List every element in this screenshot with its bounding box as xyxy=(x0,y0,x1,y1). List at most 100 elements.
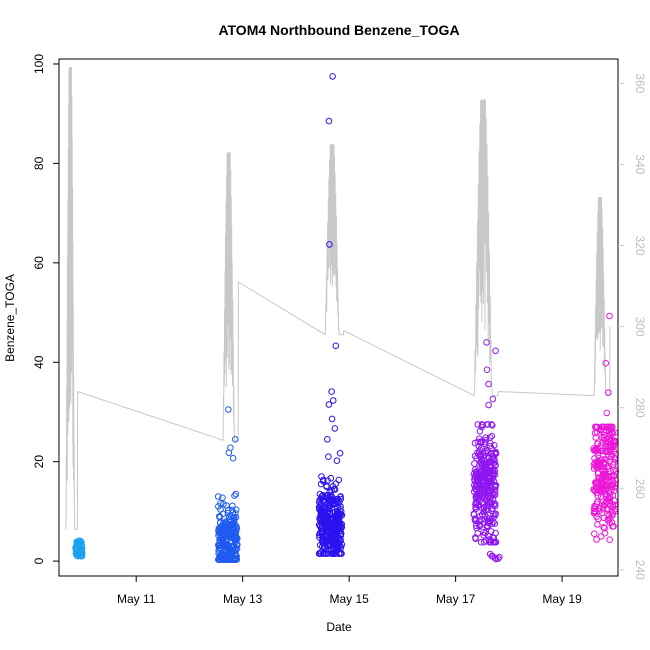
data-point xyxy=(490,510,497,518)
data-point xyxy=(485,401,492,409)
y-left-tick-label: 80 xyxy=(32,156,46,170)
data-point xyxy=(598,456,606,464)
data-point xyxy=(489,395,497,403)
data-point xyxy=(602,475,610,483)
data-point xyxy=(336,498,343,506)
data-point xyxy=(324,436,331,443)
data-point xyxy=(474,449,481,456)
data-point xyxy=(606,536,614,544)
data-point xyxy=(229,454,237,462)
data-point xyxy=(592,487,599,495)
data-point xyxy=(319,491,327,499)
data-point xyxy=(601,488,608,495)
data-point xyxy=(327,493,335,500)
data-point xyxy=(324,519,332,527)
data-point xyxy=(336,538,343,545)
data-point xyxy=(496,553,503,561)
data-point xyxy=(73,540,81,547)
data-point xyxy=(606,312,613,320)
data-point xyxy=(492,482,499,490)
data-point xyxy=(597,442,604,450)
data-point xyxy=(593,536,600,543)
data-point xyxy=(322,492,330,500)
x-tick-label: May 15 xyxy=(329,592,369,606)
data-point xyxy=(471,485,479,493)
data-point xyxy=(229,502,236,510)
data-point xyxy=(232,514,240,521)
data-point xyxy=(315,550,323,557)
data-point xyxy=(602,359,610,367)
y-left-tick-label: 100 xyxy=(32,54,46,74)
data-point xyxy=(228,528,235,536)
data-point xyxy=(608,486,615,494)
data-point xyxy=(605,512,613,519)
data-point xyxy=(484,493,492,501)
data-point xyxy=(327,501,334,509)
chart-title: ATOM4 Northbound Benzene_TOGA xyxy=(218,22,459,38)
data-point xyxy=(315,499,323,506)
data-point xyxy=(333,522,341,529)
data-point xyxy=(316,490,324,498)
data-point xyxy=(218,532,226,540)
data-point xyxy=(609,501,617,509)
data-point xyxy=(491,538,499,546)
data-point xyxy=(606,493,614,501)
data-point xyxy=(590,510,598,517)
data-point xyxy=(595,474,602,481)
data-point xyxy=(470,510,478,518)
data-point xyxy=(608,519,616,526)
data-point xyxy=(484,469,492,476)
data-point xyxy=(331,425,339,432)
y-right-tick-label: 280 xyxy=(633,398,647,418)
data-point xyxy=(323,513,331,520)
data-point xyxy=(610,441,618,449)
data-point xyxy=(594,470,602,477)
data-point xyxy=(325,453,332,461)
data-point xyxy=(602,498,610,506)
data-point xyxy=(487,528,495,535)
data-point xyxy=(611,497,618,505)
data-point xyxy=(328,497,335,504)
y-left-tick-label: 60 xyxy=(32,256,46,270)
x-tick-label: May 11 xyxy=(117,592,156,606)
data-point xyxy=(607,426,614,433)
data-point xyxy=(325,117,333,125)
data-point xyxy=(481,485,488,492)
x-tick-label: May 19 xyxy=(542,592,582,606)
data-point xyxy=(486,538,494,546)
data-point xyxy=(316,522,324,530)
data-point xyxy=(478,499,486,506)
data-point xyxy=(337,503,344,510)
data-point xyxy=(609,512,616,519)
data-point xyxy=(331,508,339,516)
data-point xyxy=(600,498,607,505)
data-point xyxy=(220,500,227,508)
data-point xyxy=(595,505,603,512)
data-point xyxy=(601,469,609,476)
data-point xyxy=(484,483,492,490)
data-point xyxy=(333,526,341,534)
data-point xyxy=(492,347,499,355)
data-point xyxy=(483,339,490,346)
data-point xyxy=(600,459,608,467)
data-point xyxy=(317,495,325,503)
data-point xyxy=(335,476,343,484)
data-point xyxy=(488,421,495,428)
data-point xyxy=(606,446,614,454)
data-point xyxy=(222,523,229,530)
data-point xyxy=(482,506,490,514)
data-point xyxy=(230,555,237,563)
data-point xyxy=(609,477,617,485)
data-point xyxy=(611,459,618,466)
data-point xyxy=(483,446,491,454)
data-point xyxy=(334,523,342,530)
data-point xyxy=(477,459,485,466)
data-point xyxy=(488,432,496,440)
data-point xyxy=(478,516,485,524)
data-point xyxy=(476,435,483,443)
data-point xyxy=(591,429,599,437)
data-point xyxy=(329,397,337,404)
data-point xyxy=(333,457,341,465)
right-axis-line-series xyxy=(65,67,611,530)
data-point xyxy=(491,442,498,449)
